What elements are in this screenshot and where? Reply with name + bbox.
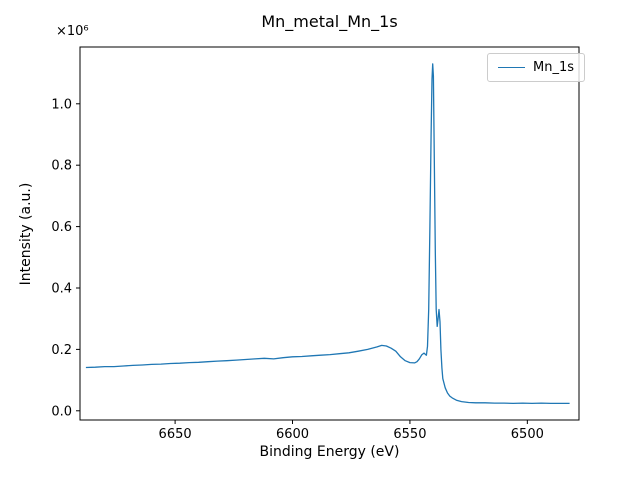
legend-label: Mn_1s	[533, 60, 574, 75]
legend-line-sample	[498, 67, 525, 68]
chart-title: Mn_metal_Mn_1s	[261, 12, 398, 31]
y-tick-label: 0.2	[51, 343, 72, 358]
series-line-mn-1s	[85, 63, 570, 405]
y-tick-label: 0.8	[51, 159, 72, 174]
y-tick-label: 1.0	[51, 97, 72, 112]
x-tick-label: 6550	[393, 427, 426, 442]
axes-box	[79, 46, 580, 421]
y-tick-label: 0.4	[51, 281, 72, 296]
y-tick-label: 0.6	[51, 220, 72, 235]
x-tick-label: 6600	[276, 427, 309, 442]
y-axis-label: Intensity (a.u.)	[18, 182, 34, 286]
y-tick-label: 0.0	[51, 404, 72, 419]
x-tick-label: 6650	[159, 427, 192, 442]
y-axis-offset-text: ×10⁶	[56, 24, 89, 39]
legend: Mn_1s	[487, 53, 585, 82]
x-tick-label: 6500	[511, 427, 544, 442]
x-axis-label: Binding Energy (eV)	[259, 444, 400, 460]
